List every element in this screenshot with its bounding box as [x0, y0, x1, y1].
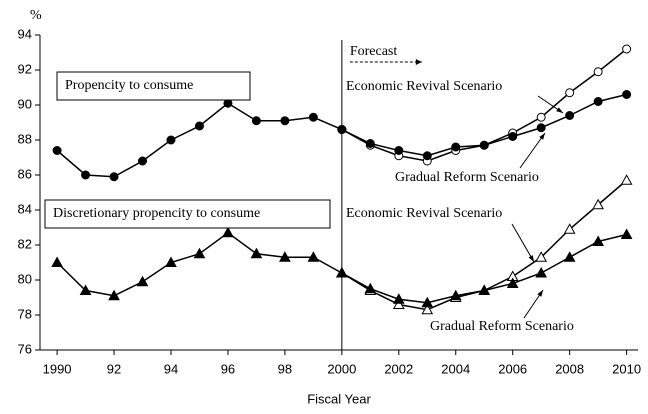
point [592, 235, 604, 246]
y-unit: % [30, 8, 42, 23]
leader-head [528, 255, 534, 262]
point [620, 228, 633, 239]
point [535, 266, 548, 278]
point [536, 112, 546, 122]
point [394, 146, 404, 155]
point [478, 284, 491, 295]
x-tick-label: 94 [164, 361, 178, 376]
point [508, 132, 518, 141]
x-tick-label: 2006 [498, 361, 527, 376]
series-line [56, 102, 343, 178]
label-box [56, 71, 251, 101]
point [166, 135, 176, 145]
y-tick-label: 76 [18, 341, 32, 356]
y-tick-label: 78 [18, 306, 32, 321]
point [593, 67, 603, 77]
x-tick-label: 2002 [384, 361, 413, 376]
point [506, 277, 519, 288]
point [620, 174, 633, 185]
y-tick-label: 86 [18, 166, 32, 181]
x-tick-label: 92 [107, 361, 121, 376]
series-label: Gradual Reform Scenario [430, 319, 574, 334]
point [364, 282, 377, 294]
point [622, 90, 632, 99]
x-tick-label: 98 [278, 361, 292, 376]
point [622, 44, 632, 54]
point [563, 251, 576, 262]
point [337, 125, 347, 134]
leader-head [556, 107, 563, 113]
point [536, 123, 546, 133]
point [250, 247, 263, 259]
series-label: Gradual Reform Scenario [395, 170, 539, 185]
forecast-arrowhead [415, 59, 422, 65]
y-tick-label: 94 [18, 26, 32, 41]
x-tick-label: 2008 [555, 361, 584, 376]
point [593, 97, 603, 106]
x-tick-label: 96 [221, 361, 235, 376]
y-tick-label: 88 [18, 131, 32, 146]
point [449, 289, 462, 301]
point [193, 247, 206, 259]
point [422, 151, 432, 161]
leader [511, 223, 535, 263]
point [479, 140, 489, 150]
x-axis-label: Fiscal Year [307, 391, 371, 406]
x-tick-label: 2010 [612, 361, 641, 376]
point [421, 303, 434, 315]
label-box [44, 199, 331, 229]
leader-head [537, 290, 543, 297]
point [52, 146, 62, 155]
series-label: Discretionary propencity to consume [53, 206, 260, 221]
point [565, 88, 575, 98]
point [592, 198, 604, 210]
y-tick-label: 80 [18, 271, 32, 286]
point [108, 289, 120, 301]
point [138, 156, 148, 166]
point [392, 298, 405, 309]
point [280, 116, 290, 126]
point [451, 142, 461, 152]
point [307, 251, 320, 262]
point [421, 296, 434, 308]
point [165, 256, 177, 267]
y-tick-label: 82 [18, 236, 32, 251]
series-label: Economic Revival Scenario [346, 206, 502, 221]
point [251, 116, 261, 126]
x-tick-label: 1990 [43, 361, 72, 376]
point [136, 275, 149, 287]
y-tick-label: 84 [18, 201, 32, 216]
point [535, 251, 548, 262]
point [109, 172, 119, 182]
point [51, 256, 63, 267]
point [565, 111, 575, 120]
y-tick-label: 90 [18, 96, 32, 111]
series-label: Economic Revival Scenario [346, 79, 502, 94]
point [194, 121, 204, 131]
point [365, 139, 375, 148]
point [308, 112, 318, 122]
forecast-label: Forecast [350, 44, 398, 59]
point [563, 223, 576, 234]
point [79, 284, 92, 295]
point [335, 266, 348, 278]
x-tick-label: 2000 [327, 361, 356, 376]
point [279, 251, 291, 262]
y-tick-label: 92 [18, 61, 32, 76]
series-label: Propencity to consume [65, 78, 193, 93]
leader-head [539, 133, 545, 140]
point [81, 170, 91, 180]
point [392, 293, 405, 304]
x-tick-label: 2004 [441, 361, 470, 376]
series-line [56, 231, 343, 297]
point [222, 226, 234, 238]
leader [519, 132, 546, 169]
